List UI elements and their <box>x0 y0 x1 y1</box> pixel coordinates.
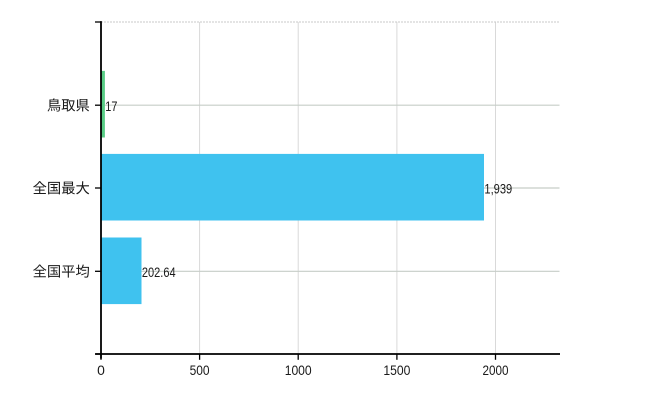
svg-text:202.64: 202.64 <box>142 264 176 280</box>
svg-text:1000: 1000 <box>285 362 312 378</box>
svg-text:500: 500 <box>190 362 210 378</box>
svg-text:1,939: 1,939 <box>484 181 512 197</box>
svg-text:2000: 2000 <box>483 362 509 378</box>
svg-text:0: 0 <box>97 362 105 378</box>
svg-text:17: 17 <box>105 98 117 114</box>
svg-text:1500: 1500 <box>383 362 410 378</box>
